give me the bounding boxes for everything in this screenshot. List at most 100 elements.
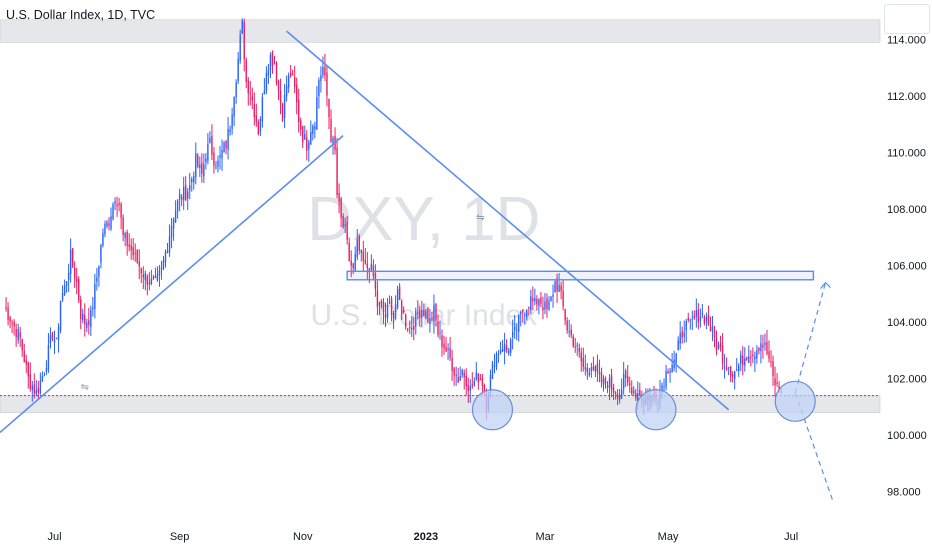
candle-body <box>750 356 752 358</box>
candle-body <box>683 332 685 337</box>
candle-body <box>122 217 124 236</box>
candle-body <box>205 158 207 163</box>
candle-body <box>221 150 223 159</box>
candle-body <box>275 62 278 83</box>
candle-body <box>43 375 46 377</box>
candle-body <box>479 379 482 381</box>
candle-body <box>635 393 637 399</box>
candle-body <box>518 315 520 332</box>
candle-body <box>219 155 221 158</box>
candle-body <box>346 221 348 240</box>
candle-body <box>687 317 689 321</box>
candle-body <box>63 285 66 295</box>
candle-body <box>467 384 469 392</box>
candle-body <box>449 348 451 358</box>
candle-body <box>398 286 401 300</box>
candle-body <box>37 388 40 393</box>
candle-body <box>604 378 607 384</box>
trendline-handle-icon: ⇋ <box>476 212 484 223</box>
candle-body <box>197 154 199 167</box>
candle-body <box>669 370 671 373</box>
candle-body <box>738 365 740 371</box>
candle-body <box>257 122 260 135</box>
candle-body <box>61 293 64 301</box>
rising-trendline <box>0 135 344 433</box>
chart-control-box[interactable] <box>884 4 930 34</box>
candle-body <box>118 203 120 205</box>
candle-body <box>172 219 175 229</box>
candle-body <box>180 196 183 200</box>
candle-body <box>128 244 130 247</box>
candle-body <box>289 72 292 76</box>
candle-body <box>100 245 102 263</box>
candle-body <box>701 313 704 315</box>
candle-body <box>584 367 587 370</box>
candle-body <box>21 339 23 351</box>
candle-body <box>261 97 264 122</box>
candle-body <box>281 103 284 121</box>
candle-body <box>538 299 540 306</box>
candle-body <box>108 223 110 227</box>
candle-body <box>746 357 748 360</box>
candle-body <box>25 360 27 365</box>
candle-body <box>110 216 112 229</box>
candle-body <box>51 332 54 340</box>
candle-body <box>620 389 623 398</box>
candle-body <box>756 350 758 359</box>
candle-body <box>370 263 373 270</box>
candle-body <box>776 382 778 384</box>
candle-body <box>176 200 179 212</box>
candle-body <box>614 392 617 394</box>
candle-body <box>390 298 393 316</box>
candle-body <box>493 366 496 368</box>
candle-body <box>348 242 350 262</box>
candle-body <box>764 342 766 345</box>
candle-body <box>308 142 310 150</box>
candle-body <box>102 233 104 246</box>
candle-body <box>524 314 526 316</box>
candle-body <box>269 54 272 70</box>
candle-body <box>598 372 601 375</box>
candle-body <box>768 351 770 359</box>
candle-body <box>483 385 486 394</box>
candle-body <box>415 310 417 327</box>
candle-body <box>33 384 36 394</box>
candle-body <box>344 224 346 227</box>
candle-body <box>386 304 389 319</box>
support-zone <box>0 395 881 413</box>
candle-body <box>590 367 593 372</box>
candle-body <box>350 260 352 266</box>
candle-body <box>358 236 360 251</box>
candle-body <box>195 153 197 178</box>
candle-body <box>267 69 270 76</box>
candle-body <box>112 204 114 220</box>
candle-body <box>465 376 467 387</box>
candle-body <box>5 307 7 309</box>
candle-body <box>80 299 82 320</box>
candle-body <box>376 290 379 307</box>
candle-body <box>758 347 760 351</box>
candle-body <box>98 265 100 277</box>
candle-body <box>602 378 605 385</box>
candle-body <box>742 355 744 366</box>
candle-body <box>57 327 60 340</box>
x-axis-tick-label: Jul <box>47 531 61 543</box>
candle-body <box>170 226 173 238</box>
candle-body <box>31 385 33 391</box>
candle-body <box>665 371 667 387</box>
support-test-circle <box>635 389 677 431</box>
candle-body <box>283 94 286 118</box>
candle-body <box>503 343 506 353</box>
candle-body <box>606 385 609 388</box>
candle-body <box>548 300 550 310</box>
candle-body <box>772 361 774 377</box>
candle-body <box>144 273 147 281</box>
candle-body <box>142 274 145 278</box>
candle-body <box>760 343 762 352</box>
candle-body <box>451 358 453 372</box>
candle-body <box>530 296 532 311</box>
candle-body <box>96 277 98 282</box>
candle-body <box>287 75 290 88</box>
candle-body <box>146 275 149 285</box>
